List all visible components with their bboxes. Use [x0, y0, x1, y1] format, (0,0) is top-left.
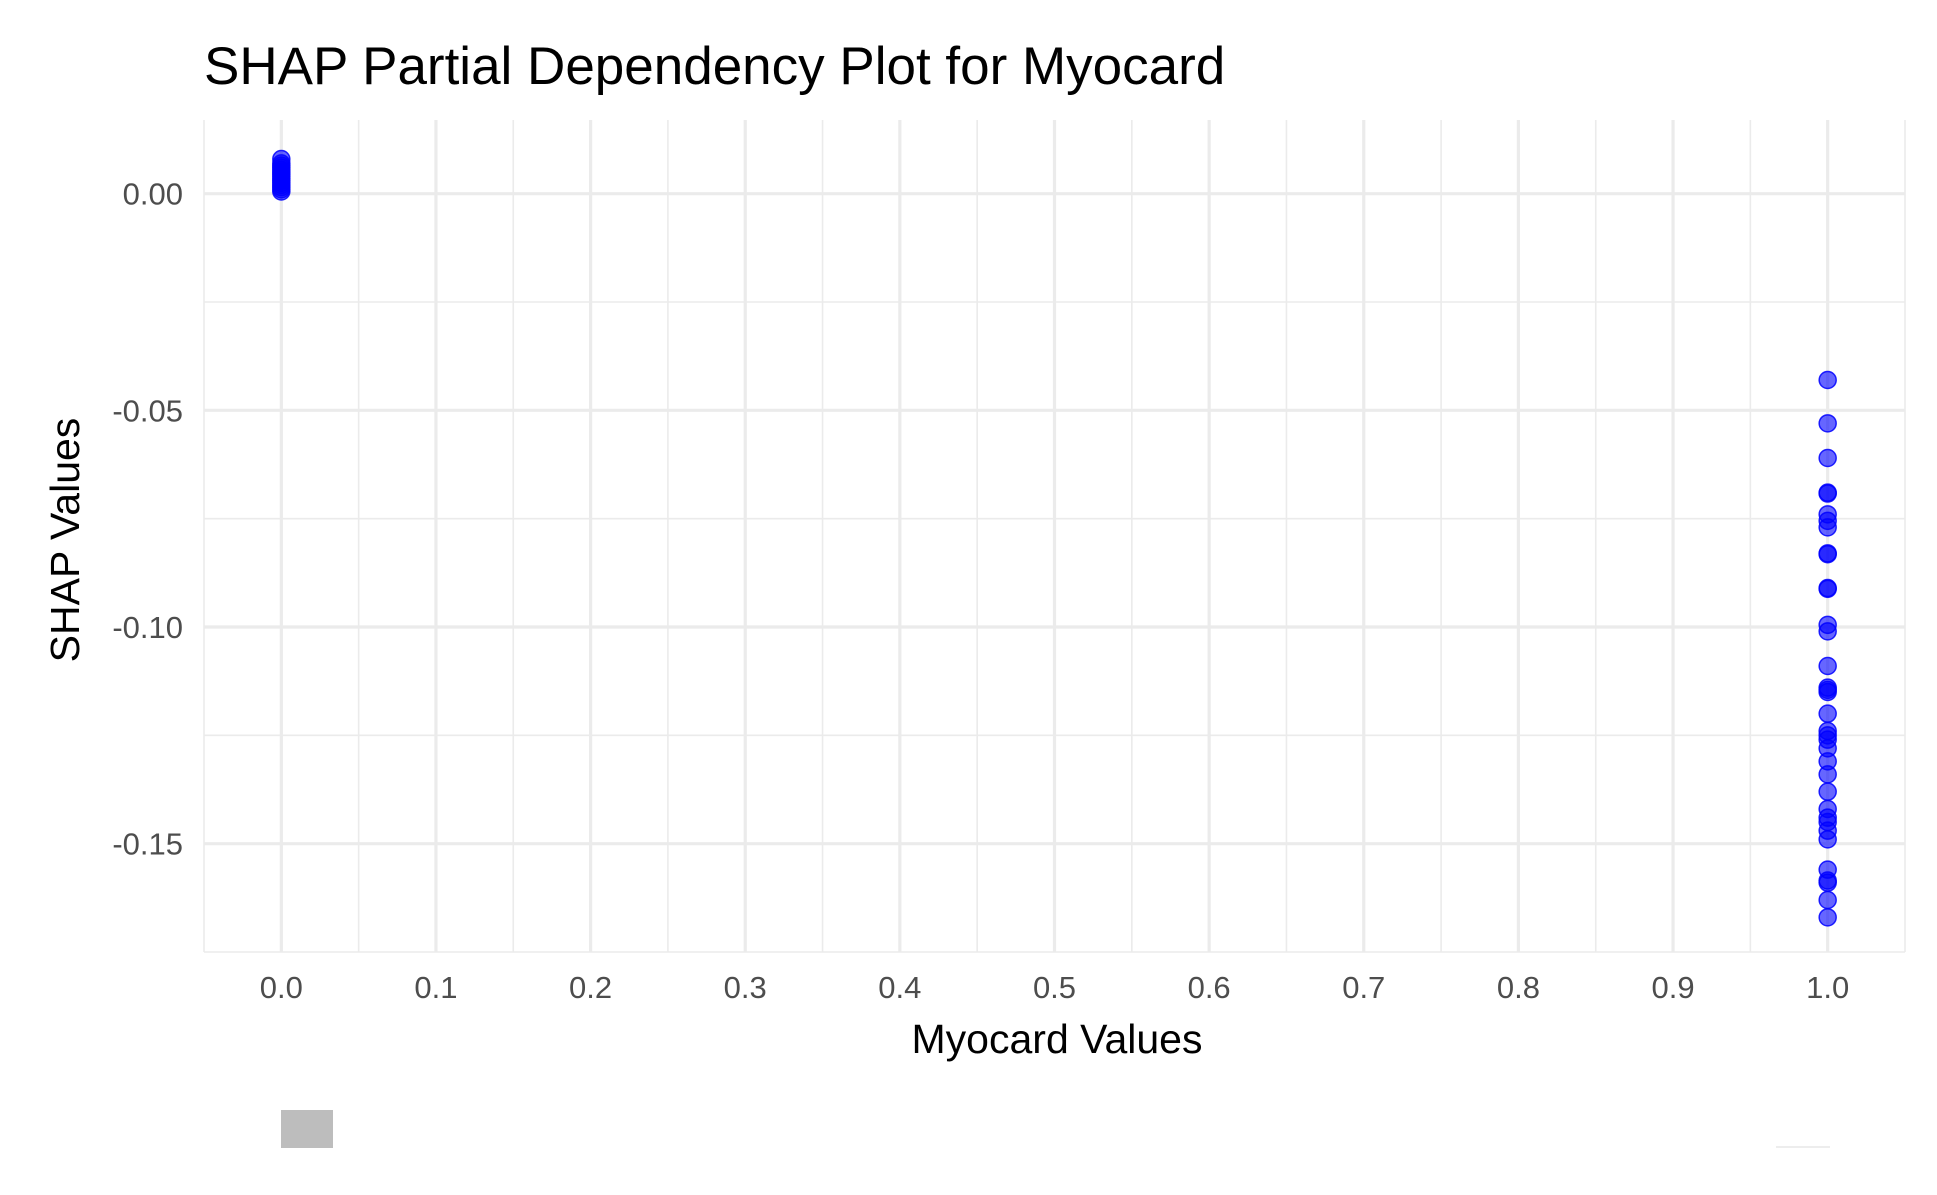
data-point [1818, 682, 1837, 702]
x-tick-label: 0.8 [1497, 970, 1540, 1005]
grid-lines [203, 120, 1906, 953]
x-tick-label: 0.0 [260, 970, 303, 1005]
x-tick-label: 0.2 [569, 970, 612, 1005]
data-point [1818, 448, 1837, 468]
data-point [1818, 518, 1837, 537]
data-point [1818, 908, 1837, 927]
y-tick-label: 0.00 [123, 177, 183, 212]
data-point [1818, 656, 1837, 676]
data-point [1818, 830, 1837, 849]
data-point [1818, 782, 1837, 801]
chart-title: SHAP Partial Dependency Plot for Myocard [204, 37, 1225, 96]
x-tick-label: 1.0 [1806, 970, 1849, 1005]
data-points [272, 149, 1837, 927]
x-tick-label: 0.5 [1033, 970, 1076, 1005]
data-point [1818, 704, 1837, 723]
data-point [1818, 873, 1837, 892]
x-tick-label: 0.7 [1342, 970, 1385, 1005]
x-tick-label: 0.6 [1188, 970, 1231, 1005]
tick-labels: 0.0 0.1 0.2 0.3 0.4 0.5 0.6 0.7 0.8 0.9 1.0 0.00 -0.… [112, 177, 1849, 1005]
y-tick-label: -0.15 [112, 827, 183, 862]
data-point [1818, 765, 1837, 784]
y-tick-label: -0.05 [112, 393, 183, 428]
grey-swatch-block [281, 1110, 333, 1148]
data-point [272, 182, 291, 201]
x-tick-label: 0.3 [724, 970, 767, 1005]
data-point [1818, 484, 1837, 503]
data-point [1818, 890, 1837, 910]
data-point [1818, 544, 1837, 564]
y-tick-label: -0.10 [112, 610, 183, 645]
y-axis-title: SHAP Values [42, 418, 88, 663]
data-point [1818, 579, 1837, 599]
data-point [1818, 622, 1837, 641]
x-axis-title: Myocard Values [912, 1016, 1203, 1062]
data-point [1818, 414, 1837, 433]
x-tick-label: 0.9 [1651, 970, 1694, 1005]
x-tick-label: 0.4 [878, 970, 921, 1005]
x-tick-label: 0.1 [414, 970, 457, 1005]
data-point [1818, 370, 1837, 390]
